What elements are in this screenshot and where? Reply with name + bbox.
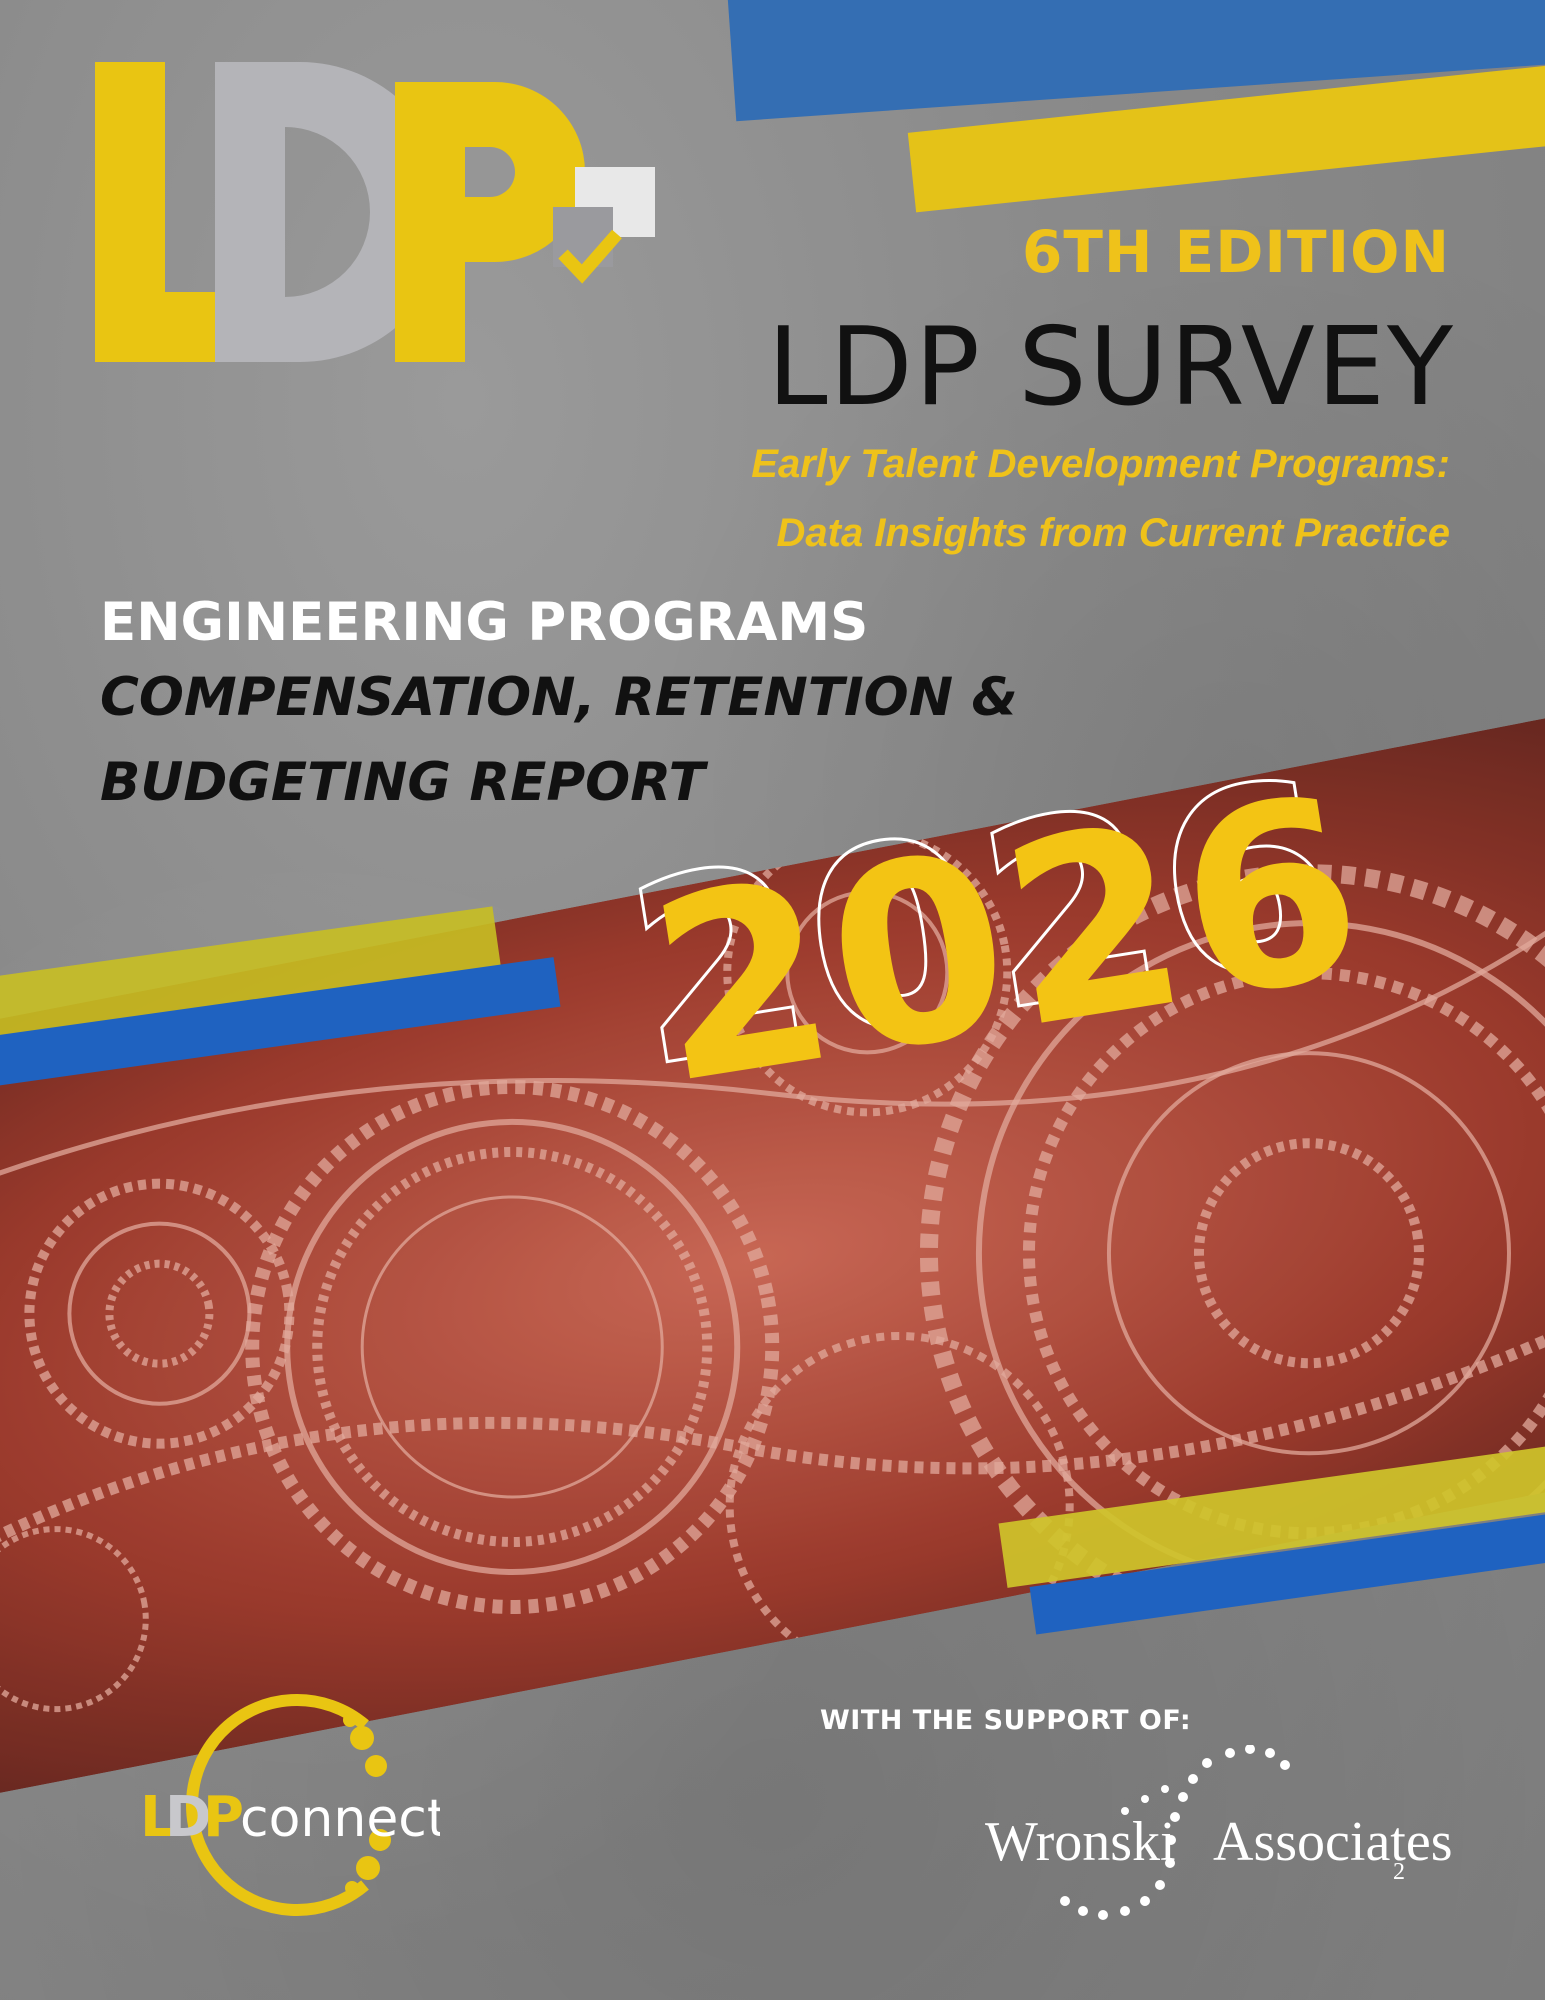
svg-text:L: L bbox=[140, 1785, 176, 1850]
subtitle-line-1: Early Talent Development Programs: bbox=[751, 442, 1450, 486]
svg-text:connect: connect bbox=[240, 1789, 440, 1849]
svg-text:D: D bbox=[165, 1785, 211, 1850]
svg-text:2: 2 bbox=[1393, 1859, 1405, 1885]
report-year: 2026 2026 bbox=[610, 740, 1383, 1100]
wronski-associates-logo: Wronski Associates 2 bbox=[985, 1745, 1453, 1920]
survey-title: LDP SURVEY bbox=[767, 305, 1455, 430]
support-label: WITH THE SUPPORT OF: bbox=[820, 1705, 1192, 1736]
ldp-logo bbox=[95, 62, 655, 362]
svg-text:P: P bbox=[203, 1785, 244, 1850]
report-title-line-2: BUDGETING REPORT bbox=[100, 752, 705, 813]
subtitle-line-2: Data Insights from Current Practice bbox=[776, 511, 1451, 555]
edition-label: 6TH EDITION bbox=[1022, 218, 1450, 286]
year-fill: 2026 bbox=[634, 741, 1383, 1100]
report-title-line-1: COMPENSATION, RETENTION & bbox=[100, 667, 1018, 728]
report-category: ENGINEERING PROGRAMS bbox=[100, 592, 869, 653]
svg-text:Wronski: Wronski bbox=[985, 1811, 1176, 1873]
ldpconnect-logo: L D P connect bbox=[140, 1694, 440, 1916]
svg-text:Associates: Associates bbox=[1213, 1811, 1453, 1873]
